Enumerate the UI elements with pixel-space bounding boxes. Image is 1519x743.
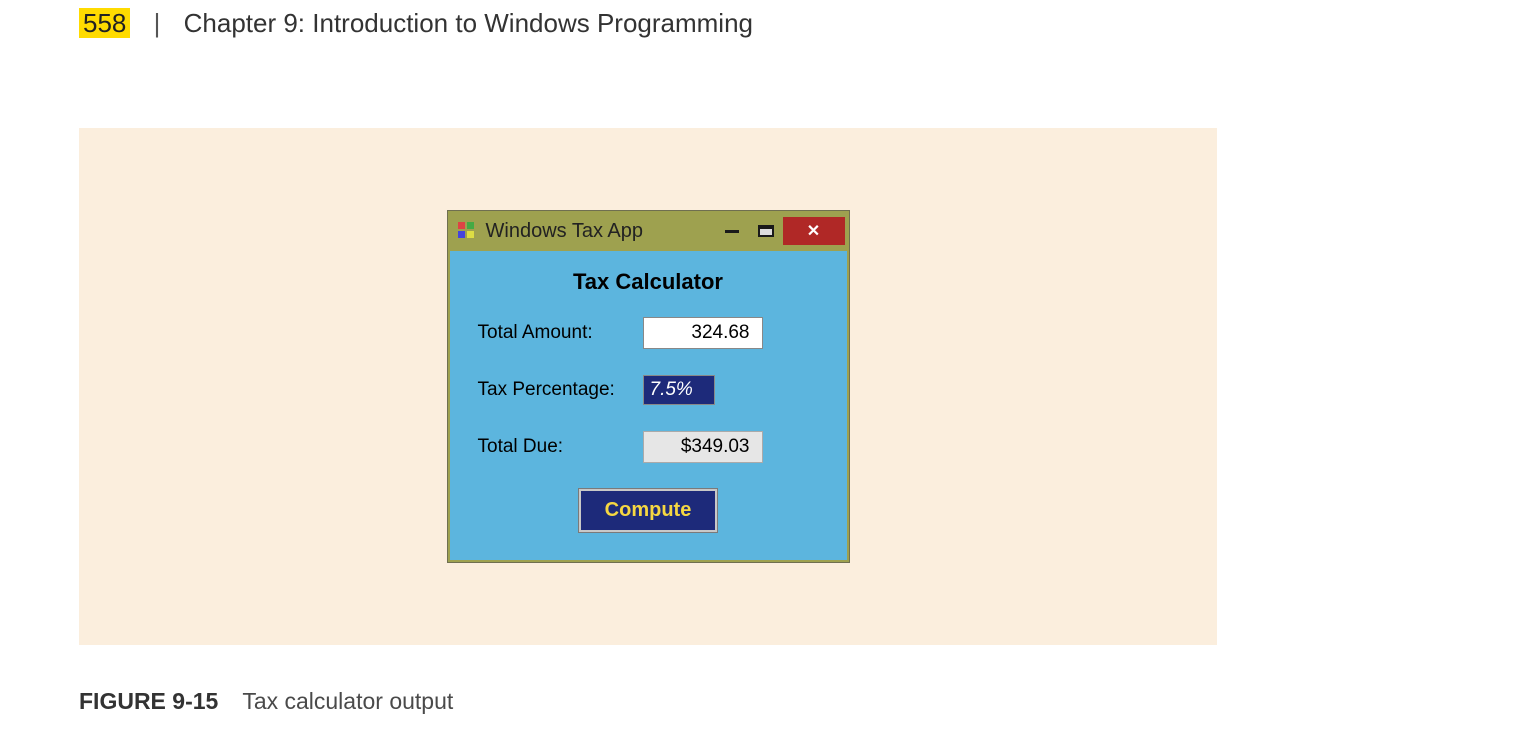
figure-label: FIGURE 9-15 [79, 688, 218, 714]
label-tax-percentage: Tax Percentage: [478, 379, 643, 401]
close-button[interactable]: ✕ [783, 217, 845, 245]
figure-caption: FIGURE 9-15 Tax calculator output [79, 688, 453, 715]
label-total-amount: Total Amount: [478, 322, 643, 344]
label-total-due: Total Due: [478, 436, 643, 458]
minimize-button[interactable] [715, 211, 749, 251]
input-total-amount[interactable] [643, 317, 763, 349]
output-total-due: $349.03 [643, 431, 763, 463]
maximize-button[interactable] [749, 211, 783, 251]
figure-panel: Windows Tax App ✕ Tax Calculator Total A… [79, 128, 1217, 645]
header-divider: | [154, 8, 161, 38]
app-window: Windows Tax App ✕ Tax Calculator Total A… [447, 210, 850, 563]
app-icon [458, 222, 476, 240]
window-title: Windows Tax App [486, 220, 715, 243]
chapter-title: Chapter 9: Introduction to Windows Progr… [184, 8, 753, 38]
row-total-amount: Total Amount: [478, 317, 819, 349]
window-titlebar[interactable]: Windows Tax App ✕ [448, 211, 849, 251]
form-heading: Tax Calculator [478, 269, 819, 295]
maximize-icon [758, 225, 774, 237]
compute-button[interactable]: Compute [579, 489, 718, 532]
close-icon: ✕ [807, 221, 820, 241]
window-controls: ✕ [715, 211, 849, 251]
row-total-due: Total Due: $349.03 [478, 431, 819, 463]
row-tax-percentage: Tax Percentage: 7.5% [478, 375, 819, 405]
input-tax-percentage[interactable]: 7.5% [643, 375, 715, 405]
page-header: 558 | Chapter 9: Introduction to Windows… [79, 8, 753, 39]
window-body: Tax Calculator Total Amount: Tax Percent… [448, 251, 849, 562]
button-row: Compute [478, 489, 819, 532]
minimize-icon [725, 230, 739, 233]
page-number: 558 [79, 8, 130, 38]
figure-text: Tax calculator output [242, 688, 453, 714]
